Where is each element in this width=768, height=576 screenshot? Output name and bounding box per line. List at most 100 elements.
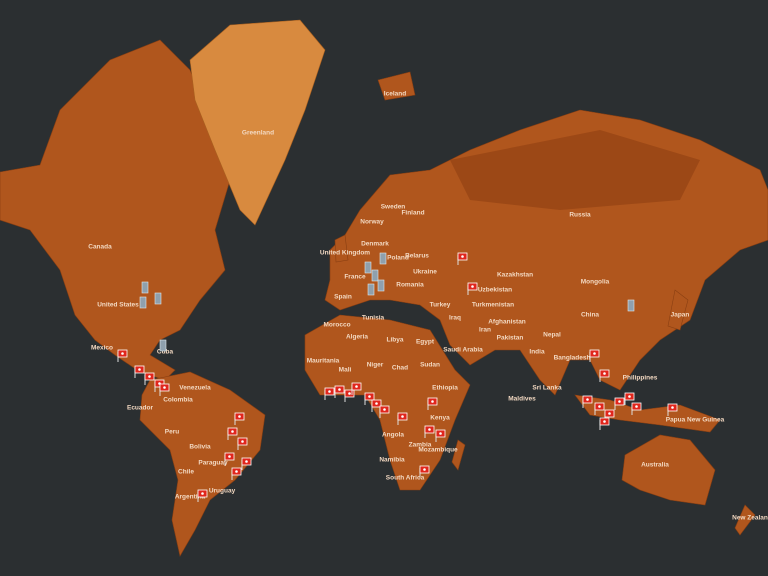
- flag-marker[interactable]: [457, 252, 468, 265]
- country-label: Iran: [479, 327, 491, 334]
- country-label: Mongolia: [581, 279, 610, 286]
- flag-marker[interactable]: [237, 437, 248, 450]
- flag-marker[interactable]: [599, 417, 610, 430]
- building-marker[interactable]: [139, 296, 147, 309]
- flag-dot: [603, 420, 606, 423]
- flag-marker[interactable]: [594, 402, 605, 415]
- building-marker[interactable]: [379, 252, 387, 265]
- flag-marker[interactable]: [371, 399, 382, 412]
- flag-dot: [368, 395, 371, 398]
- building-marker[interactable]: [377, 279, 385, 292]
- country-label: Kazakhstan: [497, 272, 533, 279]
- markers: [117, 252, 678, 502]
- flag-dot: [603, 372, 606, 375]
- building: [371, 269, 379, 282]
- flag-marker[interactable]: [424, 425, 435, 438]
- country-label: Canada: [88, 244, 112, 251]
- flag-marker[interactable]: [227, 427, 238, 440]
- country-labels: Greenland Iceland Canada United States Cuba M…: [88, 91, 768, 522]
- flag-dot: [348, 392, 351, 395]
- flag-marker[interactable]: [241, 457, 252, 470]
- flag-marker[interactable]: [631, 402, 642, 415]
- flag-dot: [338, 388, 341, 391]
- flag-dot: [328, 390, 331, 393]
- flag-dot: [241, 440, 244, 443]
- country-label: Poland: [387, 255, 409, 262]
- flag-marker[interactable]: [351, 382, 362, 395]
- flag-marker[interactable]: [231, 467, 242, 480]
- country-label: United Kingdom: [320, 250, 370, 257]
- flag-marker[interactable]: [435, 429, 446, 442]
- flag-dot: [608, 412, 611, 415]
- country-label: Finland: [401, 210, 424, 217]
- flag-marker[interactable]: [159, 383, 170, 396]
- country-label: Algeria: [346, 334, 368, 341]
- flag-marker[interactable]: [614, 397, 625, 410]
- flag-marker[interactable]: [379, 405, 390, 418]
- country-label: Ecuador: [127, 405, 153, 412]
- building: [364, 261, 372, 274]
- flag-marker[interactable]: [134, 365, 145, 378]
- building: [377, 279, 385, 292]
- country-label: Egypt: [416, 339, 435, 346]
- building-marker[interactable]: [364, 261, 372, 274]
- building-marker[interactable]: [154, 292, 162, 305]
- country-label: Tunisia: [362, 315, 385, 322]
- flag-marker[interactable]: [324, 387, 335, 400]
- country-label: Angola: [382, 432, 404, 439]
- country-label: Peru: [165, 429, 179, 436]
- country-label: Niger: [367, 362, 384, 369]
- flag-dot: [439, 432, 442, 435]
- country-label: Uzbekistan: [478, 287, 512, 294]
- country-label: Namibia: [379, 457, 405, 464]
- flag-marker[interactable]: [117, 349, 128, 362]
- flag-marker[interactable]: [224, 452, 235, 465]
- building-marker[interactable]: [159, 339, 167, 352]
- flag-marker[interactable]: [397, 412, 408, 425]
- flag-dot: [231, 430, 234, 433]
- flag-marker[interactable]: [624, 392, 635, 405]
- building-marker[interactable]: [367, 283, 375, 296]
- building-marker[interactable]: [627, 299, 635, 312]
- country-label: Greenland: [242, 130, 274, 137]
- country-label: Papua New Guinea: [666, 417, 725, 424]
- flag-dot: [593, 352, 596, 355]
- country-label: Chile: [178, 469, 194, 476]
- flag-marker[interactable]: [599, 369, 610, 382]
- country-label: Argentina: [175, 494, 206, 501]
- flag-marker[interactable]: [667, 403, 678, 416]
- flag-marker[interactable]: [334, 385, 345, 398]
- north-america: [0, 39, 231, 381]
- building: [139, 296, 147, 309]
- flag-dot: [423, 468, 426, 471]
- country-label: Mexico: [91, 345, 113, 352]
- flag-marker[interactable]: [589, 349, 600, 362]
- flag-marker[interactable]: [197, 489, 208, 502]
- country-label: Bolivia: [189, 444, 211, 451]
- australia: [621, 434, 716, 506]
- flag-dot: [628, 395, 631, 398]
- flag-dot: [245, 460, 248, 463]
- greenland: [189, 19, 326, 226]
- building-marker[interactable]: [371, 269, 379, 282]
- flag-marker[interactable]: [364, 392, 375, 405]
- country-label: Iraq: [449, 315, 461, 322]
- flag-dot: [586, 398, 589, 401]
- flag-marker[interactable]: [582, 395, 593, 408]
- japan: [667, 289, 689, 331]
- flag-marker[interactable]: [419, 465, 430, 478]
- flag-marker[interactable]: [344, 389, 355, 402]
- flag-dot: [228, 455, 231, 458]
- country-label: New Zealand: [732, 515, 768, 522]
- building-marker[interactable]: [141, 281, 149, 294]
- flag-marker[interactable]: [144, 372, 155, 385]
- country-label: Ukraine: [413, 269, 437, 276]
- flag-dot: [201, 492, 204, 495]
- flag-marker[interactable]: [427, 397, 438, 410]
- flag-dot: [431, 400, 434, 403]
- flag-marker[interactable]: [234, 412, 245, 425]
- country-label: Nepal: [543, 332, 561, 339]
- flag-marker[interactable]: [467, 282, 478, 295]
- building: [379, 252, 387, 265]
- country-label: Venezuela: [179, 385, 211, 392]
